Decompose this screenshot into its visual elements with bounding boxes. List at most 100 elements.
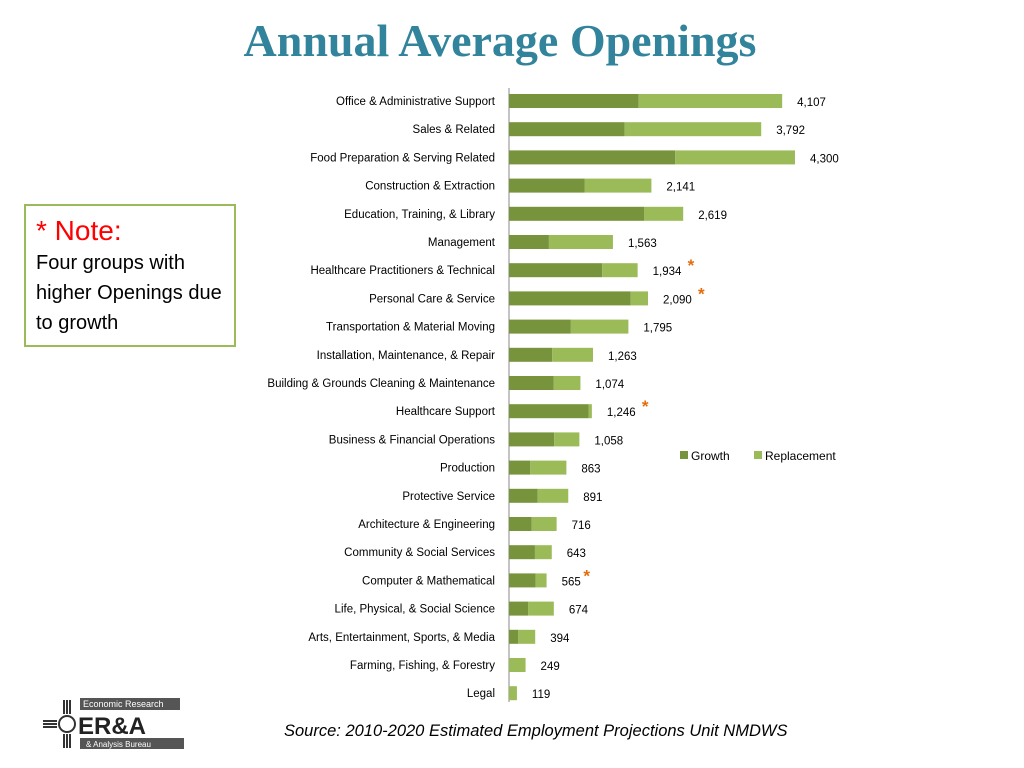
bar-growth xyxy=(509,122,625,137)
bar-replacement xyxy=(552,347,594,362)
category-label: Transportation & Material Moving xyxy=(326,322,495,334)
bar-growth xyxy=(509,94,639,108)
category-label: Office & Administrative Support xyxy=(336,96,496,108)
note-heading: * Note: xyxy=(36,215,122,246)
data-label: 4,107 xyxy=(797,97,826,109)
data-label: 1,563 xyxy=(628,238,657,250)
category-label: Business & Financial Operations xyxy=(329,434,495,446)
bar-growth xyxy=(509,460,531,475)
category-label: Healthcare Support xyxy=(396,406,496,418)
data-label: 394 xyxy=(550,633,570,645)
category-label: Education, Training, & Library xyxy=(344,209,495,221)
legend-swatch-replacement xyxy=(754,451,762,459)
bar-growth xyxy=(509,263,603,278)
data-label: 1,074 xyxy=(595,379,624,391)
bar-growth xyxy=(509,150,676,165)
growth-asterisk: * xyxy=(698,284,705,303)
data-label: 2,090 xyxy=(663,294,692,306)
growth-asterisk: * xyxy=(583,566,590,585)
bar-replacement xyxy=(644,206,684,221)
bar-replacement xyxy=(624,122,762,137)
bar-replacement xyxy=(553,376,581,390)
legend-label-growth: Growth xyxy=(691,449,730,463)
data-label: 119 xyxy=(532,689,550,701)
data-label: 1,246 xyxy=(607,407,636,419)
logo-text-top: Economic Research xyxy=(83,699,164,709)
bar-growth xyxy=(509,573,536,588)
bar-replacement xyxy=(584,178,652,193)
note-box: * Note: Four groups with higher Openings… xyxy=(24,204,236,347)
bar-growth xyxy=(509,601,529,616)
bar-growth xyxy=(509,404,589,419)
bar-replacement xyxy=(518,629,536,644)
growth-asterisk: * xyxy=(642,397,649,416)
data-label: 1,263 xyxy=(608,351,637,363)
data-label: 1,058 xyxy=(594,435,623,447)
category-label: Life, Physical, & Social Science xyxy=(335,604,495,616)
bar-growth xyxy=(509,545,535,560)
era-logo: Economic Research ER&A & Analysis Bureau xyxy=(43,698,184,749)
logo-text-main: ER&A xyxy=(78,713,146,740)
bar-replacement xyxy=(548,235,613,249)
category-label: Production xyxy=(440,463,495,475)
bar-growth xyxy=(509,376,554,390)
bar-replacement xyxy=(638,94,783,108)
bar-replacement xyxy=(509,658,526,672)
legend-label-replacement: Replacement xyxy=(765,449,836,463)
bar-growth xyxy=(509,432,555,447)
data-label: 716 xyxy=(572,520,591,532)
source-citation: Source: 2010-2020 Estimated Employment P… xyxy=(284,722,788,740)
bar-replacement xyxy=(602,263,638,278)
category-label: Installation, Maintenance, & Repair xyxy=(317,350,496,362)
bar-replacement xyxy=(588,404,592,419)
category-label: Management xyxy=(428,237,496,249)
bar-replacement xyxy=(537,488,569,503)
category-label: Healthcare Practitioners & Technical xyxy=(310,265,495,277)
bar-replacement xyxy=(570,319,629,334)
bar-growth xyxy=(509,291,631,306)
data-label: 3,792 xyxy=(776,125,805,137)
bar-replacement xyxy=(531,517,557,531)
data-label: 2,619 xyxy=(698,210,727,222)
bar-growth xyxy=(509,517,532,531)
bar-growth xyxy=(509,488,538,503)
bar-replacement xyxy=(535,573,547,588)
bar-growth xyxy=(509,178,585,193)
category-label: Construction & Extraction xyxy=(365,181,495,193)
bar-replacement xyxy=(630,291,649,306)
category-label: Computer & Mathematical xyxy=(362,575,495,587)
data-label: 863 xyxy=(581,464,600,476)
legend-swatch-growth xyxy=(680,451,688,459)
data-label: 2,141 xyxy=(666,182,695,194)
category-label: Farming, Fishing, & Forestry xyxy=(350,660,495,672)
bar-replacement xyxy=(530,460,567,475)
bar-replacement xyxy=(675,150,795,165)
data-label: 565 xyxy=(562,576,581,588)
data-label: 249 xyxy=(541,661,560,673)
bar-growth xyxy=(509,206,645,221)
bar-growth xyxy=(509,319,571,334)
category-label: Building & Grounds Cleaning & Maintenanc… xyxy=(267,378,495,390)
category-label: Arts, Entertainment, Sports, & Media xyxy=(308,632,495,644)
data-label: 643 xyxy=(567,548,586,560)
page-title: Annual Average Openings xyxy=(243,15,757,66)
category-label: Personal Care & Service xyxy=(369,293,495,305)
data-label: 674 xyxy=(569,605,589,617)
stacked-bar-chart: Office & Administrative Support 4,107 Sale… xyxy=(267,88,839,702)
data-label: 891 xyxy=(583,492,602,504)
logo-text-bottom: & Analysis Bureau xyxy=(86,740,151,749)
bar-growth xyxy=(509,347,553,362)
bar-growth xyxy=(509,235,549,249)
data-label: 1,795 xyxy=(643,323,672,335)
category-label: Legal xyxy=(467,688,495,700)
category-label: Food Preparation & Serving Related xyxy=(310,152,495,164)
bar-replacement xyxy=(528,601,554,616)
note-body: Four groups with higher Openings due to … xyxy=(36,252,222,334)
category-label: Sales & Related xyxy=(413,124,495,136)
data-label: 1,934 xyxy=(653,266,682,278)
data-label: 4,300 xyxy=(810,153,839,165)
category-label: Protective Service xyxy=(402,491,495,503)
category-label: Architecture & Engineering xyxy=(358,519,495,531)
bar-replacement xyxy=(554,432,580,447)
bar-replacement xyxy=(534,545,552,560)
